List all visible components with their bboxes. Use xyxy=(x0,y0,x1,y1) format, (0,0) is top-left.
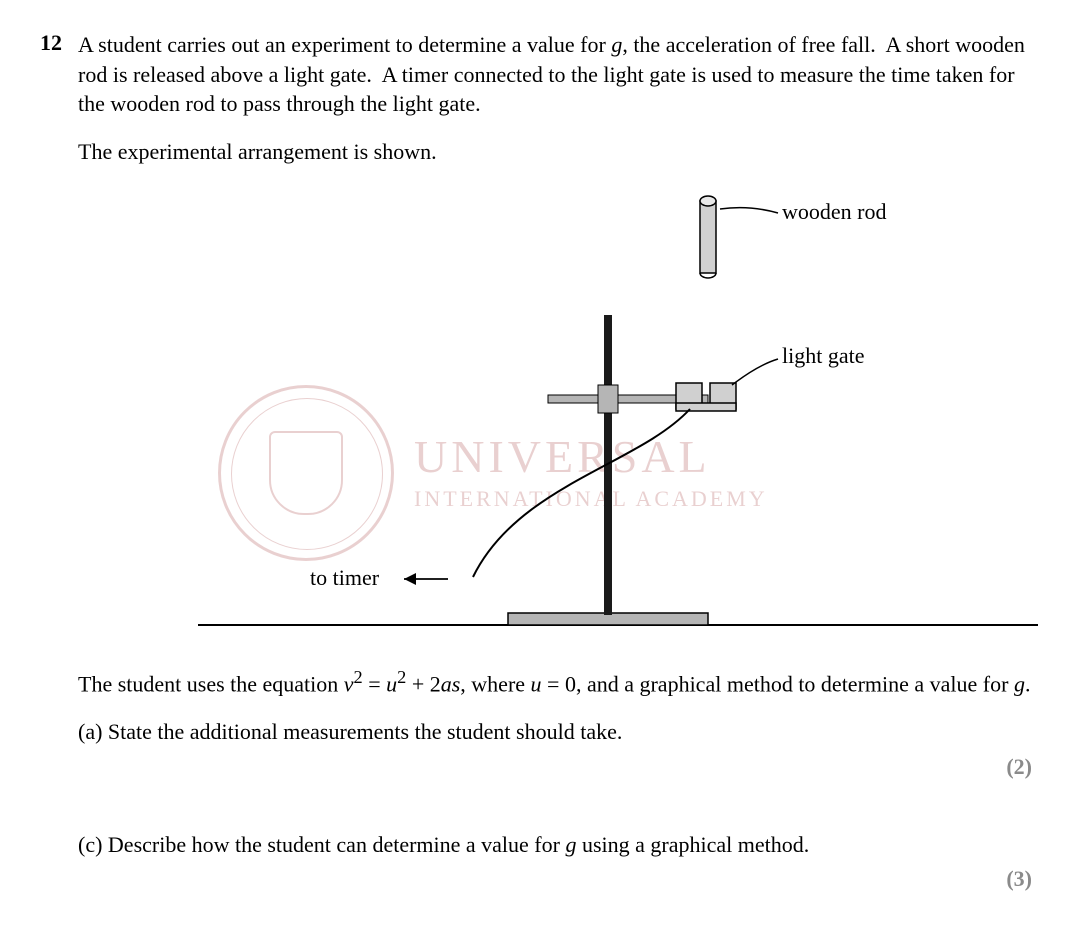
marks-c: (3) xyxy=(78,866,1040,892)
intro-paragraph-1: A student carries out an experiment to d… xyxy=(78,30,1040,119)
question-number: 12 xyxy=(40,30,78,56)
rod-leader xyxy=(720,207,778,212)
marks-a: (2) xyxy=(78,754,1040,780)
diagram-svg xyxy=(78,185,1078,645)
gate-leader xyxy=(732,359,778,385)
question-12: 12 A student carries out an experiment t… xyxy=(40,30,1040,892)
part-a: (a) State the additional measurements th… xyxy=(78,717,1040,748)
equation-paragraph: The student uses the equation v2 = u2 + … xyxy=(78,665,1040,699)
timer-arrow-head xyxy=(404,573,416,585)
intro-paragraph-2: The experimental arrangement is shown. xyxy=(78,137,1040,167)
question-body: A student carries out an experiment to d… xyxy=(78,30,1040,892)
wire xyxy=(473,409,690,577)
label-light-gate: light gate xyxy=(782,343,864,369)
label-to-timer: to timer xyxy=(310,565,379,591)
part-c: (c) Describe how the student can determi… xyxy=(78,830,1040,861)
experiment-diagram: UNIVERSAL INTERNATIONAL ACADEMY xyxy=(78,185,1040,645)
wooden-rod xyxy=(700,196,716,278)
clamp-boss xyxy=(598,385,618,413)
label-wooden-rod: wooden rod xyxy=(782,199,886,225)
